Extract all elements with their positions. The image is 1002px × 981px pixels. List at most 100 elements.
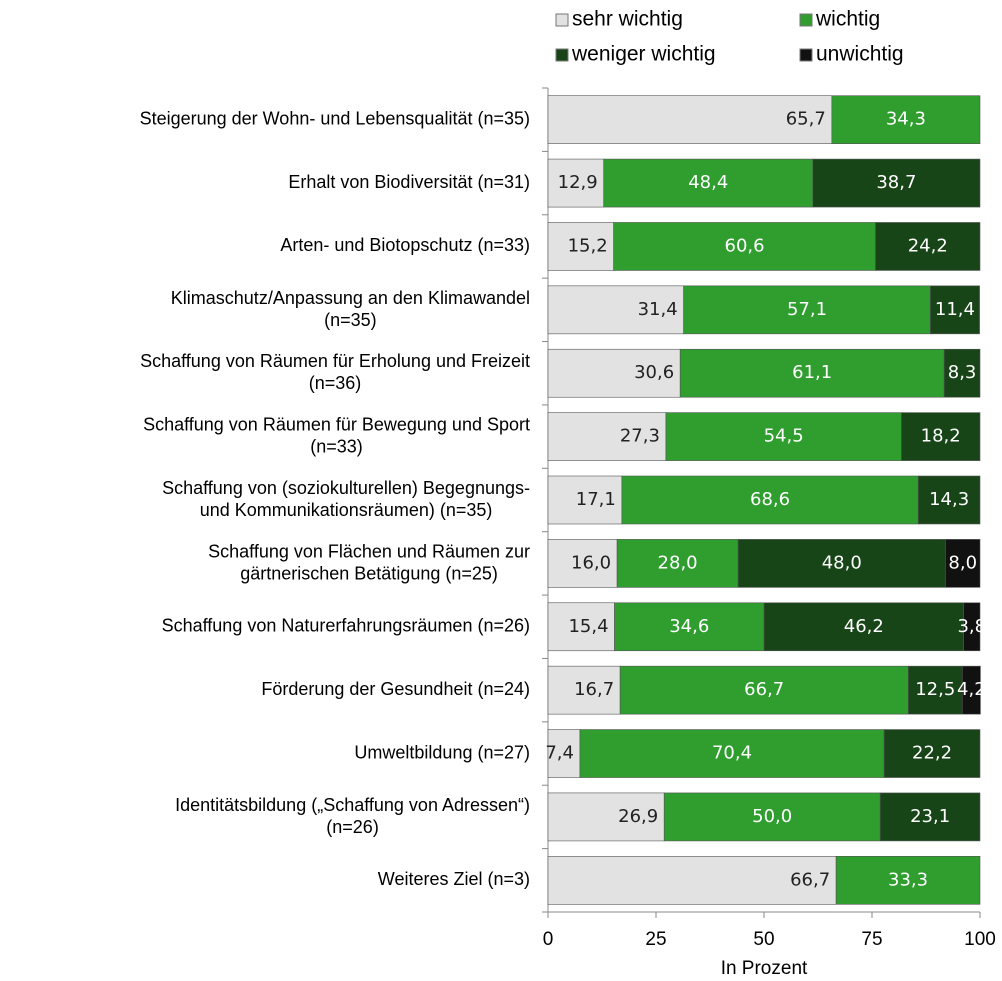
x-tick-label: 100 <box>964 929 996 950</box>
data-label: 8,3 <box>948 362 977 383</box>
data-label: 15,4 <box>568 616 608 637</box>
data-label: 31,4 <box>638 299 678 320</box>
data-label: 15,2 <box>568 235 608 256</box>
data-label: 12,5 <box>915 679 955 700</box>
data-label: 34,6 <box>669 616 709 637</box>
bar-segment <box>547 539 618 588</box>
bar-segment <box>547 412 667 461</box>
data-label: 66,7 <box>790 869 830 890</box>
category-label: Schaffung von Flächen und Räumen zur gärt… <box>208 541 530 583</box>
bar-segment <box>619 665 909 715</box>
legend-swatch <box>555 13 569 27</box>
data-label: 61,1 <box>792 362 832 383</box>
data-label: 24,2 <box>908 235 948 256</box>
data-label: 22,2 <box>912 743 952 764</box>
bar-segment <box>963 602 981 652</box>
data-label: 50,0 <box>752 806 792 827</box>
category-label: Klimaschutz/Anpassung an den Klimawandel… <box>171 288 530 330</box>
bar-segment <box>603 158 814 208</box>
data-label: 54,5 <box>764 426 804 447</box>
bar-segment <box>579 729 885 778</box>
data-label: 68,6 <box>750 489 790 510</box>
x-tick-label: 75 <box>861 929 882 950</box>
bar-segment <box>614 602 765 652</box>
data-label: 28,0 <box>658 552 698 573</box>
bar-segment <box>907 665 963 715</box>
bar-segment <box>930 285 980 335</box>
data-label: 14,3 <box>929 489 969 510</box>
bar-segment <box>683 285 931 335</box>
bar-segment <box>883 729 981 778</box>
bar-segment <box>835 856 981 905</box>
bar-segment <box>901 412 981 461</box>
data-label: 34,3 <box>886 109 926 130</box>
category-label: Schaffung von (soziokulturellen) Begegnu… <box>162 478 530 520</box>
bar-segment <box>879 792 981 842</box>
bar-segment <box>831 95 981 144</box>
bar-segment <box>943 348 981 398</box>
category-label: Steigerung der Wohn- und Lebensqualität … <box>140 108 530 128</box>
category-label: Umweltbildung (n=27) <box>354 742 530 762</box>
legend-swatch <box>555 48 569 62</box>
data-label: 60,6 <box>725 235 765 256</box>
bar-segment <box>547 475 623 525</box>
data-label: 16,0 <box>571 552 611 573</box>
category-label: Arten- und Biotopschutz (n=33) <box>280 235 530 255</box>
data-label: 16,7 <box>574 679 614 700</box>
legend-label: weniger wichtig <box>571 43 716 66</box>
legend-swatch <box>799 48 813 62</box>
bar-segment <box>665 412 902 461</box>
data-label: 57,1 <box>787 299 827 320</box>
data-label: 26,9 <box>618 806 658 827</box>
bar-segment <box>547 222 614 271</box>
bar-segment <box>547 665 621 715</box>
data-label: 23,1 <box>910 806 950 827</box>
x-tick-label: 25 <box>645 929 666 950</box>
bar-segment <box>812 158 981 208</box>
category-label: Schaffung von Naturerfahrungsräumen (n=2… <box>162 616 530 636</box>
bar-segment <box>547 602 615 652</box>
legend-label: sehr wichtig <box>572 8 683 31</box>
category-label: Schaffung von Räumen für Erholung und Fr… <box>140 351 530 393</box>
data-label: 11,4 <box>935 299 975 320</box>
category-label: Erhalt von Biodiversität (n=31) <box>288 172 530 192</box>
data-label: 30,6 <box>634 362 674 383</box>
legend-swatch <box>799 13 813 27</box>
bar-segment <box>547 158 605 208</box>
bar-segment <box>917 475 981 525</box>
data-label: 65,7 <box>786 109 826 130</box>
x-axis-label: In Prozent <box>721 958 808 979</box>
data-label: 12,9 <box>558 172 598 193</box>
data-label: 4,2 <box>957 679 986 700</box>
data-label: 38,7 <box>876 172 916 193</box>
data-label: 48,0 <box>822 552 862 573</box>
bar-segment <box>547 285 684 335</box>
legend-label: unwichtig <box>816 43 904 66</box>
bar-segment <box>621 475 919 525</box>
bar-segment <box>945 539 981 588</box>
data-label: 66,7 <box>744 679 784 700</box>
data-label: 18,2 <box>921 426 961 447</box>
data-label: 3,8 <box>957 616 986 637</box>
bar-segment <box>547 729 581 778</box>
category-label: Identitätsbildung („Schaffung von Adress… <box>175 795 530 837</box>
data-label: 17,1 <box>576 489 616 510</box>
x-tick-label: 50 <box>753 929 774 950</box>
legend-label: wichtig <box>815 8 880 31</box>
bar-segment <box>737 539 946 588</box>
data-label: 33,3 <box>888 869 928 890</box>
bar-segment <box>961 665 981 715</box>
category-label: Förderung der Gesundheit (n=24) <box>261 679 530 699</box>
bar-segment <box>616 539 739 588</box>
data-label: 7,4 <box>545 743 574 764</box>
data-label: 70,4 <box>712 743 752 764</box>
data-label: 48,4 <box>688 172 728 193</box>
x-tick-label: 0 <box>543 929 554 950</box>
category-label: Weiteres Ziel (n=3) <box>378 869 530 889</box>
bar-segment <box>875 222 981 271</box>
data-label: 46,2 <box>844 616 884 637</box>
data-label: 8,0 <box>948 552 977 573</box>
category-label: Schaffung von Räumen für Bewegung und Sp… <box>143 414 530 456</box>
data-label: 27,3 <box>620 426 660 447</box>
